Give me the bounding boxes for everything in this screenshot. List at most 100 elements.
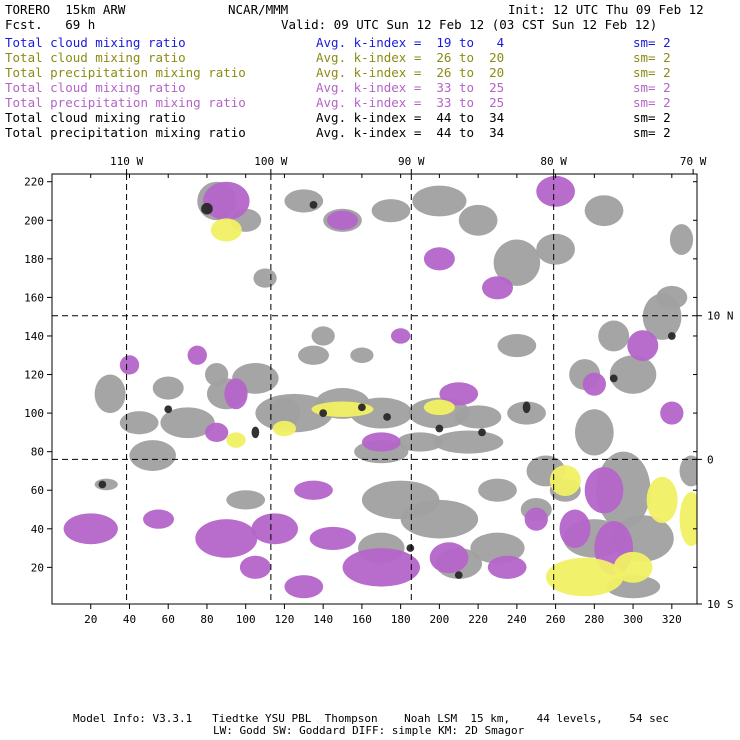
legend-field: Total precipitation mixing ratio — [5, 95, 246, 110]
cloud-region — [94, 374, 126, 414]
cloud-region — [152, 376, 184, 400]
precip-region — [284, 575, 324, 599]
heavy-core — [478, 428, 486, 437]
cloud-region — [679, 455, 697, 487]
precip-region — [423, 247, 455, 271]
plot-frame — [51, 173, 698, 605]
legend-smoothing: sm= 2 — [633, 65, 671, 80]
heavy-core — [201, 202, 213, 215]
legend-smoothing: sm= 2 — [633, 95, 671, 110]
x-tick-label: 100 — [236, 613, 256, 626]
light-region — [210, 218, 242, 242]
physics-info: LW: Godd SW: Goddard DIFF: simple KM: 2D… — [213, 724, 525, 737]
x-tick-label: 280 — [584, 613, 604, 626]
y-tick-label: 120 — [24, 369, 44, 382]
cloud-region — [396, 432, 444, 452]
cloud-region — [160, 407, 215, 439]
cloud-region — [361, 480, 440, 520]
legend-field: Total precipitation mixing ratio — [5, 125, 246, 140]
light-region — [226, 432, 246, 448]
heavy-core — [609, 374, 618, 383]
cloud-region — [574, 409, 614, 456]
y-tick-label: 100 — [24, 407, 44, 420]
precip-region — [203, 181, 250, 221]
precip-region — [361, 432, 401, 452]
model-name: TORERO 15km ARW — [5, 2, 126, 17]
legend-smoothing: sm= 2 — [633, 125, 671, 140]
precip-region — [327, 210, 359, 230]
light-region — [646, 476, 678, 524]
x-tick-label: 220 — [468, 613, 488, 626]
y-tick-label: 80 — [31, 446, 44, 459]
x-tick-label: 260 — [546, 613, 566, 626]
init-time: Init: 12 UTC Thu 09 Feb 12 — [508, 2, 704, 17]
x-tick-label: 20 — [84, 613, 97, 626]
x-tick-label: 60 — [162, 613, 175, 626]
legend-field: Total cloud mixing ratio — [5, 50, 186, 65]
precip-region — [309, 526, 357, 551]
heavy-core — [251, 426, 260, 439]
y-tick-label: 20 — [31, 561, 44, 574]
cloud-region — [371, 199, 411, 223]
longitude-label: 80 W — [540, 155, 567, 168]
light-region — [272, 420, 297, 437]
cloud-region — [284, 189, 324, 213]
heavy-core — [667, 332, 676, 340]
precip-region — [251, 513, 298, 545]
cloud-region — [205, 362, 229, 387]
x-tick-label: 160 — [352, 613, 372, 626]
legend-smoothing: sm= 2 — [633, 50, 671, 65]
cloud-region — [350, 347, 374, 363]
cloud-region — [507, 401, 546, 425]
cloud-region — [497, 334, 537, 358]
longitude-label: 70 W — [680, 155, 707, 168]
heavy-core — [383, 413, 391, 421]
cloud-region — [493, 239, 541, 286]
cloud-region — [478, 478, 517, 502]
precip-region — [524, 507, 548, 531]
y-tick-label: 140 — [24, 330, 44, 343]
legend-field: Total cloud mixing ratio — [5, 35, 186, 50]
x-tick-label: 200 — [429, 613, 449, 626]
x-tick-label: 140 — [313, 613, 333, 626]
y-tick-label: 200 — [24, 214, 44, 227]
precip-region — [294, 480, 333, 500]
legend-field: Total cloud mixing ratio — [5, 110, 186, 125]
precip-region — [536, 175, 575, 207]
precip-region — [187, 345, 207, 365]
legend-field: Total cloud mixing ratio — [5, 80, 186, 95]
precip-region — [660, 401, 684, 425]
cloud-region — [656, 285, 688, 309]
legend-kindex: Avg. k-index = 26 to 20 — [316, 65, 505, 80]
cloud-region — [454, 405, 502, 429]
legend-smoothing: sm= 2 — [633, 35, 671, 50]
legend-kindex: Avg. k-index = 44 to 34 — [316, 110, 505, 125]
longitude-label: 110 W — [110, 155, 143, 168]
legend-kindex: Avg. k-index = 44 to 34 — [316, 125, 505, 140]
precip-region — [429, 542, 469, 574]
heavy-core — [454, 571, 463, 579]
precip-region — [584, 467, 624, 514]
cloud-region — [584, 195, 624, 227]
valid-time: Valid: 09 UTC Sun 12 Feb 12 (03 CST Sun … — [281, 17, 658, 32]
y-tick-label: 40 — [31, 523, 44, 536]
cloud-region — [458, 204, 498, 236]
heavy-core — [435, 424, 444, 433]
model-info: Model Info: V3.3.1 Tiedtke YSU PBL Thomp… — [73, 712, 670, 725]
cloud-region — [470, 532, 525, 564]
cloud-region — [129, 440, 176, 471]
cloud-region — [253, 268, 277, 288]
legend-kindex: Avg. k-index = 26 to 20 — [316, 50, 505, 65]
cloud-region — [598, 320, 630, 352]
heavy-core — [319, 409, 328, 417]
legend-kindex: Avg. k-index = 33 to 25 — [316, 80, 505, 95]
cloud-region — [268, 397, 300, 429]
center-name: NCAR/MMM — [228, 2, 289, 17]
field-layer — [63, 175, 697, 599]
precip-region — [559, 509, 591, 549]
cloud-region — [669, 224, 694, 255]
longitude-label: 90 W — [398, 155, 425, 168]
legend-smoothing: sm= 2 — [633, 80, 671, 95]
y-tick-label: 220 — [24, 176, 44, 189]
